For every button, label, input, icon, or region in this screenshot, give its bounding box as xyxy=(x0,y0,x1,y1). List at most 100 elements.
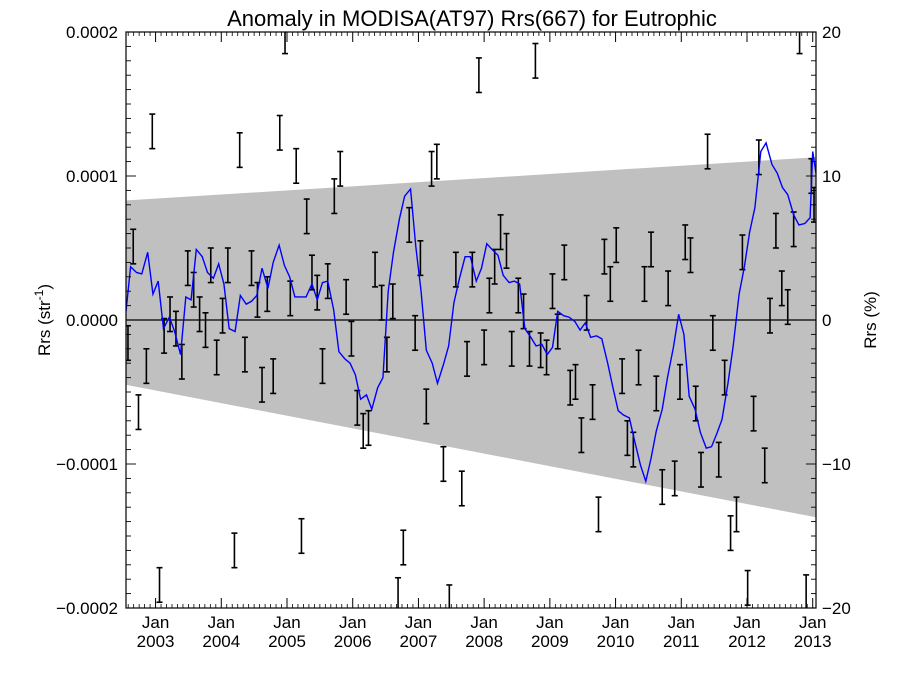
x-tick-year: 2005 xyxy=(268,632,306,651)
errorbar xyxy=(360,412,367,449)
errorbar xyxy=(167,296,174,333)
errorbar xyxy=(497,214,504,251)
errorbar xyxy=(126,324,131,362)
errorbar xyxy=(619,358,626,395)
errorbar xyxy=(406,206,413,244)
errorbar xyxy=(784,288,791,326)
errorbar xyxy=(750,395,757,432)
errorbar xyxy=(241,336,248,373)
x-tick-year: 2010 xyxy=(597,632,635,651)
errorbar xyxy=(378,284,385,321)
errorbar xyxy=(567,369,574,406)
errorbar xyxy=(595,496,602,533)
errorbar xyxy=(635,349,642,386)
errorbar xyxy=(224,247,231,284)
x-tick-month: Jan xyxy=(142,613,169,632)
errorbar xyxy=(207,247,214,284)
errorbar xyxy=(303,198,310,235)
errorbar xyxy=(248,250,255,287)
x-tick-month: Jan xyxy=(602,613,629,632)
errorbar xyxy=(659,468,666,506)
errorbar xyxy=(423,388,430,425)
errorbar xyxy=(561,244,568,281)
errorbar xyxy=(549,273,556,310)
errorbar xyxy=(469,251,476,288)
x-tick-month: Jan xyxy=(208,613,235,632)
x-tick-month: Jan xyxy=(733,613,760,632)
errorbar xyxy=(219,297,226,334)
errorbar xyxy=(319,347,326,385)
errorbar xyxy=(481,329,488,366)
errorbar xyxy=(149,113,156,150)
errorbar xyxy=(803,574,810,608)
errorbar xyxy=(790,211,797,248)
errorbar xyxy=(446,584,453,608)
x-tick-month: Jan xyxy=(668,613,695,632)
axis-ticks xyxy=(126,31,816,609)
errorbar xyxy=(532,42,539,79)
errorbar xyxy=(440,445,447,483)
errorbar xyxy=(156,566,163,604)
errorbar xyxy=(589,383,596,421)
errorbar xyxy=(213,339,220,376)
chart-title: Anomaly in MODISA(AT97) Rrs(667) for Eut… xyxy=(227,6,717,31)
errorbar xyxy=(314,274,321,311)
series-line xyxy=(126,141,816,484)
left-axis-label: Rrs (str-1) xyxy=(32,284,54,356)
x-tick-year: 2012 xyxy=(728,632,766,651)
errorbar xyxy=(270,358,277,395)
x-tick-month: Jan xyxy=(339,613,366,632)
errorbar xyxy=(796,32,803,55)
y-right-tick-label: 10 xyxy=(822,167,841,186)
errorbar xyxy=(761,447,768,484)
errorbar xyxy=(135,394,142,431)
errorbar xyxy=(282,32,289,55)
errorbar xyxy=(184,250,191,287)
x-tick-year: 2007 xyxy=(400,632,438,651)
errorbar xyxy=(464,340,471,377)
errorbar xyxy=(458,470,465,507)
errorbar xyxy=(653,375,660,412)
errorbar xyxy=(709,314,716,352)
errorbar xyxy=(601,238,608,275)
y-right-tick-label: 20 xyxy=(822,23,841,42)
errorbar xyxy=(331,178,338,215)
y-left-tick-label: 0.0002 xyxy=(66,23,118,42)
errorbar xyxy=(503,232,510,269)
y-left-tick-label: −0.0002 xyxy=(56,599,118,618)
errorbar xyxy=(400,529,407,566)
y-right-tick-label: −10 xyxy=(822,455,851,474)
right-axis-label: Rrs (%) xyxy=(861,291,880,349)
errorbar xyxy=(433,143,440,180)
errorbar xyxy=(389,283,396,320)
y-right-tick-label: −20 xyxy=(822,599,851,618)
errorbar xyxy=(196,296,203,333)
errorbar xyxy=(687,237,694,274)
errorbar xyxy=(412,314,419,352)
errorbar xyxy=(202,311,209,349)
errorbar xyxy=(676,363,683,401)
errorbar xyxy=(641,265,648,303)
errorbar xyxy=(236,132,243,169)
errorbar xyxy=(715,441,722,478)
errorbar xyxy=(293,147,300,184)
errorbar xyxy=(259,366,266,403)
errorbar xyxy=(372,251,379,288)
errorbar xyxy=(648,231,655,268)
errorbar xyxy=(543,339,550,376)
errorbar xyxy=(428,150,435,187)
y-left-tick-label: −0.0001 xyxy=(56,455,118,474)
errorbar xyxy=(613,227,620,264)
errorbar xyxy=(682,224,689,261)
errorbar xyxy=(733,496,740,533)
errorbar xyxy=(348,320,355,357)
errorbar xyxy=(778,270,785,307)
x-tick-year: 2009 xyxy=(531,632,569,651)
errorbar xyxy=(475,57,482,94)
x-tick-year: 2008 xyxy=(465,632,503,651)
errorbar-group xyxy=(126,32,816,608)
x-tick-month: Jan xyxy=(799,613,826,632)
errorbar xyxy=(130,228,137,265)
x-tick-year: 2004 xyxy=(202,632,240,651)
y-left-tick-label: 0.0001 xyxy=(66,167,118,186)
